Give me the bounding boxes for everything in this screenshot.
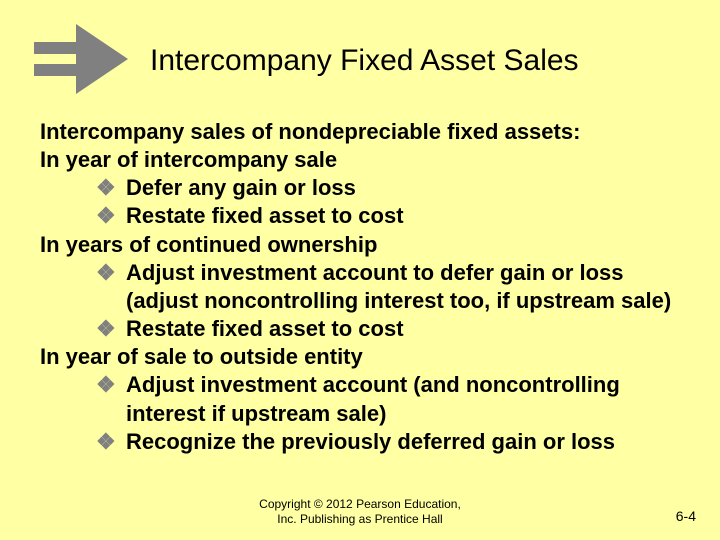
section-heading: In years of continued ownership — [40, 231, 680, 259]
page-number: 6-4 — [676, 508, 696, 524]
bullet-text: Adjust investment account to defer gain … — [126, 260, 671, 313]
slide-content: Intercompany sales of nondepreciable fix… — [40, 118, 680, 456]
diamond-icon: ❖ — [96, 259, 116, 287]
slide-title: Intercompany Fixed Asset Sales — [150, 44, 700, 78]
arrow-icon — [18, 24, 128, 94]
bullet-text: Restate fixed asset to cost — [126, 316, 404, 341]
footer-line: Inc. Publishing as Prentice Hall — [277, 512, 442, 526]
list-item: ❖ Defer any gain or loss — [40, 174, 680, 202]
diamond-icon: ❖ — [96, 315, 116, 343]
diamond-icon: ❖ — [96, 174, 116, 202]
list-item: ❖ Adjust investment account (and noncontr… — [40, 371, 680, 427]
copyright-footer: Copyright © 2012 Pearson Education, Inc.… — [0, 497, 720, 526]
diamond-icon: ❖ — [96, 428, 116, 456]
list-item: ❖ Adjust investment account to defer gain… — [40, 259, 680, 315]
bullet-text: Recognize the previously deferred gain o… — [126, 429, 615, 454]
bullet-text: Defer any gain or loss — [126, 175, 356, 200]
footer-line: Copyright © 2012 Pearson Education, — [259, 497, 461, 511]
diamond-icon: ❖ — [96, 371, 116, 399]
intro-line: Intercompany sales of nondepreciable fix… — [40, 118, 680, 146]
list-item: ❖ Restate fixed asset to cost — [40, 202, 680, 230]
bullet-list: ❖ Defer any gain or loss ❖ Restate fixed a… — [40, 174, 680, 230]
bullet-list: ❖ Adjust investment account to defer gain… — [40, 259, 680, 343]
section-heading: In year of intercompany sale — [40, 146, 680, 174]
bullet-text: Adjust investment account (and noncontro… — [126, 372, 620, 425]
diamond-icon: ❖ — [96, 202, 116, 230]
bullet-list: ❖ Adjust investment account (and noncontr… — [40, 371, 680, 455]
list-item: ❖ Restate fixed asset to cost — [40, 315, 680, 343]
bullet-text: Restate fixed asset to cost — [126, 203, 404, 228]
list-item: ❖ Recognize the previously deferred gain … — [40, 428, 680, 456]
section-heading: In year of sale to outside entity — [40, 343, 680, 371]
